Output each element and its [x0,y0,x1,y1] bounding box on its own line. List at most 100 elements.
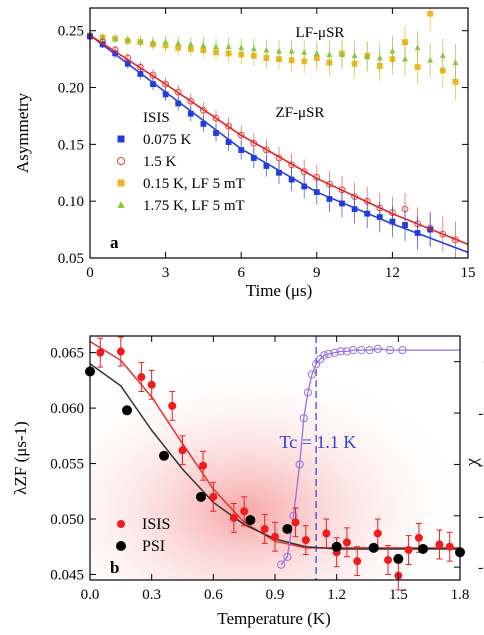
data-point [402,39,408,45]
data-point [150,38,156,45]
psi-point [122,405,132,416]
data-point [439,230,447,238]
chi-point [386,346,395,355]
isis-point [271,532,279,541]
panel-b-y-tick-label: 0.060 [50,401,84,417]
data-point [288,47,295,54]
panel-a-legend: ISIS 0.075 K 1.5 K 0.15 K, LF 5 mT 1.75 K, … [117,110,245,214]
data-point [225,122,233,130]
panel-a-y-tick-label: 0.20 [58,81,84,97]
panel-b-chart: 0.0 0.3 0.6 0.9 1.2 1.5 1.8 0.045 0.050 0.055 0.06… [11,335,484,628]
data-point [313,50,320,56]
panel-a-y-tick-label: 0.25 [58,24,84,40]
chi-point [330,348,339,357]
panel-a-axes: 0 3 6 9 12 15 0.05 0.10 0.15 0.20 0.25 [58,8,476,281]
data-point [225,139,232,145]
data-point [187,110,194,117]
data-point [175,100,182,107]
panel-b-y-tick-label: 0.045 [50,567,84,583]
data-point [187,97,195,105]
legend-label: 1.75 K, LF 5 mT [143,198,245,214]
data-point [200,106,207,114]
panel-b-y-axis-label: λZF (μs-1) [11,421,30,495]
isis-point [353,557,362,566]
series-psi [85,366,465,564]
isis-point [342,538,351,547]
data-point [326,196,333,202]
data-point [124,36,131,43]
data-point [263,163,270,169]
chi-point [336,347,345,356]
legend-label: 1.5 K [143,154,177,170]
data-point [150,81,156,88]
data-point [288,176,295,183]
data-point [276,47,282,54]
panel-a-frame [89,7,469,259]
panel-b-x-axis-label: Temperature (K) [217,609,331,628]
legend-title-isis: ISIS [143,110,170,126]
panel-a-x-axis-label: Time (μs) [246,281,313,300]
panel-b-y-tick-label: 0.065 [50,346,84,362]
data-point [364,53,371,60]
legend-marker [117,201,125,208]
panel-a-x-tick-label: 9 [313,265,321,281]
data-point [250,155,257,161]
data-point [213,130,219,136]
chi-point [373,344,382,353]
legend-label: 0.15 K, LF 5 mT [143,176,245,192]
data-point [263,46,270,53]
isis-point [404,546,413,555]
data-point [213,43,219,50]
data-point [162,91,169,98]
psi-point [418,543,428,554]
series-isis [96,336,454,591]
isis-point [301,536,310,545]
data-point [452,59,459,65]
chi-point [303,388,312,397]
isis-point [116,347,125,356]
legend-marker [117,520,125,528]
fit-curve-0 [89,34,469,254]
isis-point [168,401,177,410]
panel-a-y-axis-label: Asymmetry [13,92,32,173]
panel-b-right-tick-label: -0.6 [478,509,484,525]
data-point [427,56,434,63]
panel-a-y-tick-label: 0.15 [58,137,84,153]
panel-b-plot-area [85,336,465,591]
data-point [175,39,182,46]
psi-point [393,553,404,564]
chi-point [324,349,333,359]
isis-point [240,507,249,516]
chi-curve [280,348,403,565]
series-0-15-k-lf-5-mt [87,8,459,101]
panel-b-y-tick-label: 0.055 [50,457,84,473]
panel-b-y-axis-label-text: λZF (μs-1) [11,421,30,495]
panel-b-right-tick-label: -0.4 [478,457,484,473]
panel-a-x-tick-label: 12 [385,265,400,281]
isis-point [260,524,269,533]
panel-a-plot-area [86,8,469,258]
psi-point [368,542,379,553]
data-point [212,114,220,122]
isis-point [178,446,187,455]
data-point [200,42,207,48]
data-point [238,147,245,153]
legend-marker [116,541,126,551]
isis-point [147,380,156,389]
tc-annotation: Tc = 1.1 K [280,432,357,452]
panel-a-x-tick-label: 0 [86,265,94,281]
series-1-75-k-lf-5-mt [87,31,459,81]
data-point [376,54,383,61]
psi-point [245,515,256,526]
isis-point [322,529,331,538]
panel-b-x-tick-label: 1.2 [327,587,346,603]
data-point [389,218,396,225]
panel-a-y-tick-label: 0.10 [58,194,84,210]
chi-point [349,346,358,355]
panel-b-right-tick-label: -0.8 [478,560,484,576]
chi-point [299,414,308,423]
series-chi [277,344,407,569]
psi-point [282,523,293,534]
panel-b-y-tick-label: 0.050 [50,512,84,528]
data-point [301,48,308,55]
